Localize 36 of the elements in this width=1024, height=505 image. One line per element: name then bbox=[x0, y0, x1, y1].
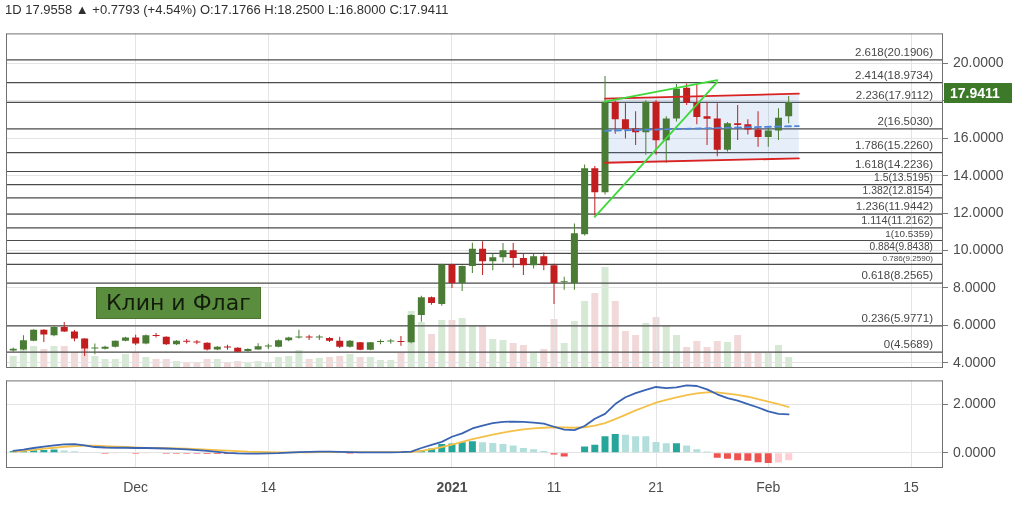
text: 17.9411 bbox=[944, 83, 1012, 103]
y-tick-label: 2.0000 bbox=[953, 394, 997, 411]
ref-line-label: 0.618(8.2565) bbox=[861, 269, 934, 282]
annotation: Клин и Флаг bbox=[96, 287, 261, 319]
ref-line-label: 0(4.5689) bbox=[883, 338, 934, 351]
y-tick-label: 10.0000 bbox=[953, 241, 1004, 258]
x-tick-label: 11 bbox=[546, 479, 562, 496]
y-tick-label: 12.0000 bbox=[953, 203, 1004, 220]
y-tick-label: 20.0000 bbox=[953, 54, 1004, 71]
y-tick-label: 6.0000 bbox=[953, 316, 997, 333]
chart-title: 1D 17.9558 ▲ +0.7793 (+4.54%) O:17.1766 H:18.2500 L:16.8000 C:17.9411 bbox=[5, 2, 449, 18]
y-tick-label: 4.0000 bbox=[953, 353, 997, 370]
x-tick-label: 14 bbox=[260, 479, 277, 496]
y-tick-label: 0.0000 bbox=[953, 443, 997, 460]
x-tick-label: 21 bbox=[648, 479, 665, 496]
x-tick-label: Dec bbox=[123, 479, 149, 496]
ref-line-label: 0.236(5.9771) bbox=[861, 312, 934, 325]
ref-line-label: 1.786(15.2260) bbox=[854, 138, 934, 151]
ref-line-label: 1.382(12.8154) bbox=[862, 185, 933, 197]
ref-line-label: 1.236(11.9442) bbox=[855, 200, 934, 213]
y-tick-label: 14.0000 bbox=[953, 166, 1004, 183]
ref-line-label: 0.884(9.8438) bbox=[869, 241, 933, 253]
x-tick-label: Feb bbox=[756, 479, 781, 496]
ref-line-label: 1.5(13.5195) bbox=[874, 172, 933, 184]
y-tick-label: 16.0000 bbox=[953, 129, 1004, 146]
ref-line-label: 1.618(14.2236) bbox=[854, 157, 934, 170]
x-tick-label: 2021 bbox=[436, 479, 468, 496]
y-tick-label: 8.0000 bbox=[953, 278, 997, 295]
x-tick-label: 15 bbox=[903, 479, 920, 496]
ref-line-label: 2(16.5030) bbox=[877, 115, 934, 128]
ref-line-label: 1.114(11.2162) bbox=[861, 214, 933, 227]
ref-line-label: 2.618(20.1906) bbox=[854, 46, 934, 59]
ref-line-label: 0.786(9.2590) bbox=[882, 254, 934, 264]
ref-line-label: 2.414(18.9734) bbox=[854, 68, 934, 81]
ref-line-label: 2.236(17.9112) bbox=[855, 88, 934, 101]
ref-line-label: 1(10.5359) bbox=[885, 228, 933, 240]
